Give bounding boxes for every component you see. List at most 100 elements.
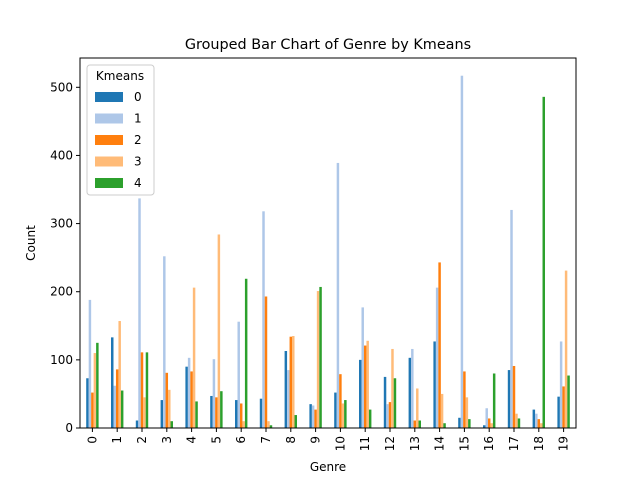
bar-genre-14-kmeans-1 <box>435 287 439 428</box>
bar-genre-18-kmeans-0 <box>532 409 536 428</box>
y-tick-label: 200 <box>50 285 73 299</box>
bar-genre-3-kmeans-0 <box>160 400 164 428</box>
bar-genre-7-kmeans-4 <box>269 425 273 428</box>
x-tick-label: 14 <box>433 436 447 451</box>
bar-genre-6-kmeans-4 <box>244 278 248 428</box>
legend-label-2: 2 <box>134 133 142 147</box>
bar-genre-8-kmeans-3 <box>292 336 295 428</box>
bar-genre-19-kmeans-0 <box>557 396 560 428</box>
legend-label-3: 3 <box>134 155 142 169</box>
legend-swatch-0 <box>95 92 123 102</box>
bar-genre-8-kmeans-1 <box>287 370 290 428</box>
bar-genre-13-kmeans-3 <box>416 388 419 428</box>
bar-genre-17-kmeans-1 <box>510 209 513 428</box>
bar-genre-9-kmeans-1 <box>311 405 315 428</box>
bar-genre-9-kmeans-0 <box>309 404 312 428</box>
bar-genre-1-kmeans-0 <box>111 337 114 428</box>
bar-genre-9-kmeans-4 <box>319 286 322 428</box>
bar-genre-2-kmeans-4 <box>145 352 149 428</box>
bar-genre-2-kmeans-3 <box>143 397 146 428</box>
y-axis-label: Count <box>24 225 38 261</box>
x-tick-label: 8 <box>284 436 298 444</box>
legend-label-1: 1 <box>134 112 142 126</box>
x-tick-label: 9 <box>309 436 323 444</box>
bar-genre-2-kmeans-2 <box>140 352 144 428</box>
bar-genre-19-kmeans-3 <box>564 270 568 428</box>
x-tick-label: 17 <box>507 436 521 451</box>
bar-genre-13-kmeans-4 <box>418 420 421 428</box>
bar-genre-11-kmeans-3 <box>366 340 369 428</box>
legend-label-4: 4 <box>134 176 142 190</box>
bar-genre-4-kmeans-1 <box>187 357 191 428</box>
bar-genre-7-kmeans-0 <box>259 398 263 428</box>
x-tick-label: 4 <box>185 436 199 444</box>
bar-genre-3-kmeans-3 <box>168 389 171 428</box>
bar-genre-0-kmeans-1 <box>88 299 92 428</box>
bar-genre-1-kmeans-3 <box>118 321 121 428</box>
bar-genre-4-kmeans-2 <box>190 371 193 428</box>
bar-genre-17-kmeans-3 <box>515 413 518 428</box>
bar-genre-11-kmeans-4 <box>368 409 372 428</box>
bar-genre-5-kmeans-0 <box>210 395 213 428</box>
bar-genre-7-kmeans-2 <box>264 296 268 428</box>
legend-swatch-1 <box>95 113 123 124</box>
legend-label-0: 0 <box>134 90 142 104</box>
legend: Kmeans 0 1 2 3 4 <box>86 64 155 196</box>
bar-genre-0-kmeans-2 <box>91 392 94 428</box>
x-tick-label: 11 <box>358 436 372 451</box>
x-tick-label: 12 <box>383 436 397 451</box>
bar-genre-11-kmeans-0 <box>359 359 362 428</box>
bar-genre-8-kmeans-0 <box>284 351 288 428</box>
x-tick-label: 2 <box>135 436 149 444</box>
bar-genre-16-kmeans-3 <box>490 423 493 428</box>
bar-genre-17-kmeans-0 <box>507 370 511 428</box>
bar-genre-7-kmeans-3 <box>267 421 270 428</box>
bar-genre-15-kmeans-1 <box>460 75 464 428</box>
bar-genre-18-kmeans-3 <box>540 423 543 428</box>
x-tick-label: 18 <box>532 436 546 451</box>
bar-genre-5-kmeans-2 <box>215 397 218 428</box>
bar-genre-0-kmeans-4 <box>96 342 99 428</box>
x-tick-label: 1 <box>110 436 124 444</box>
bar-genre-16-kmeans-1 <box>485 408 488 428</box>
bar-genre-2-kmeans-0 <box>135 420 139 428</box>
x-tick-label: 19 <box>557 436 571 451</box>
bar-genre-16-kmeans-2 <box>487 418 491 428</box>
x-tick-label: 3 <box>160 436 174 444</box>
bar-genre-10-kmeans-0 <box>334 392 337 428</box>
bar-genre-4-kmeans-4 <box>195 401 198 428</box>
bar-genre-19-kmeans-2 <box>562 386 565 428</box>
bar-genre-1-kmeans-4 <box>120 390 124 428</box>
plot-frame <box>79 57 577 429</box>
bar-genre-3-kmeans-2 <box>165 372 169 428</box>
x-tick-label: 0 <box>85 436 99 444</box>
bar-genre-5-kmeans-3 <box>217 234 221 428</box>
y-tick-label: 500 <box>50 80 73 94</box>
bar-genre-10-kmeans-2 <box>339 374 342 428</box>
bar-genre-12-kmeans-1 <box>386 404 389 428</box>
bar-genre-6-kmeans-3 <box>242 421 245 428</box>
bar-genre-5-kmeans-1 <box>212 359 216 428</box>
legend-swatch-2 <box>95 135 123 145</box>
bar-genre-10-kmeans-4 <box>344 400 347 428</box>
bar-genre-0-kmeans-0 <box>86 378 89 428</box>
bar-genre-1-kmeans-2 <box>115 369 119 428</box>
bar-genre-6-kmeans-1 <box>237 321 240 428</box>
x-tick-label: 15 <box>457 436 471 451</box>
bar-genre-5-kmeans-4 <box>220 391 223 428</box>
y-tick-label: 400 <box>50 148 73 162</box>
bar-genre-12-kmeans-0 <box>383 376 387 428</box>
x-tick-label: 6 <box>234 436 248 444</box>
bar-genre-15-kmeans-4 <box>468 419 471 428</box>
bar-genre-15-kmeans-3 <box>465 397 469 428</box>
bar-genre-1-kmeans-1 <box>113 385 116 428</box>
bar-genre-16-kmeans-0 <box>483 425 486 428</box>
bar-genre-13-kmeans-1 <box>411 348 414 428</box>
bar-genre-19-kmeans-4 <box>567 375 570 428</box>
y-tick-label: 300 <box>50 217 73 231</box>
bar-genre-10-kmeans-1 <box>336 162 340 428</box>
x-tick-label: 13 <box>408 436 422 451</box>
x-axis: 0 1 2 3 4 5 6 7 8 9 10 11 12 13 14 15 16 17 18 19 <box>85 428 571 451</box>
bar-genre-14-kmeans-3 <box>440 393 444 428</box>
